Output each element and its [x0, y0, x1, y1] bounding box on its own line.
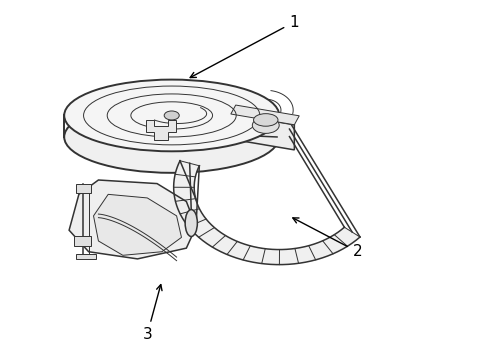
Text: 1: 1	[190, 15, 299, 77]
Ellipse shape	[253, 114, 278, 126]
Ellipse shape	[185, 210, 197, 237]
Polygon shape	[76, 184, 91, 193]
Polygon shape	[74, 235, 91, 246]
Polygon shape	[69, 180, 196, 259]
Polygon shape	[147, 120, 175, 140]
Ellipse shape	[164, 111, 179, 120]
Polygon shape	[231, 105, 299, 125]
Ellipse shape	[252, 117, 279, 134]
Polygon shape	[94, 194, 181, 255]
Ellipse shape	[64, 101, 279, 173]
Text: 3: 3	[143, 285, 162, 342]
Polygon shape	[76, 253, 96, 259]
Text: 2: 2	[293, 218, 362, 259]
Ellipse shape	[64, 80, 279, 151]
Polygon shape	[231, 114, 294, 150]
Polygon shape	[173, 161, 360, 265]
